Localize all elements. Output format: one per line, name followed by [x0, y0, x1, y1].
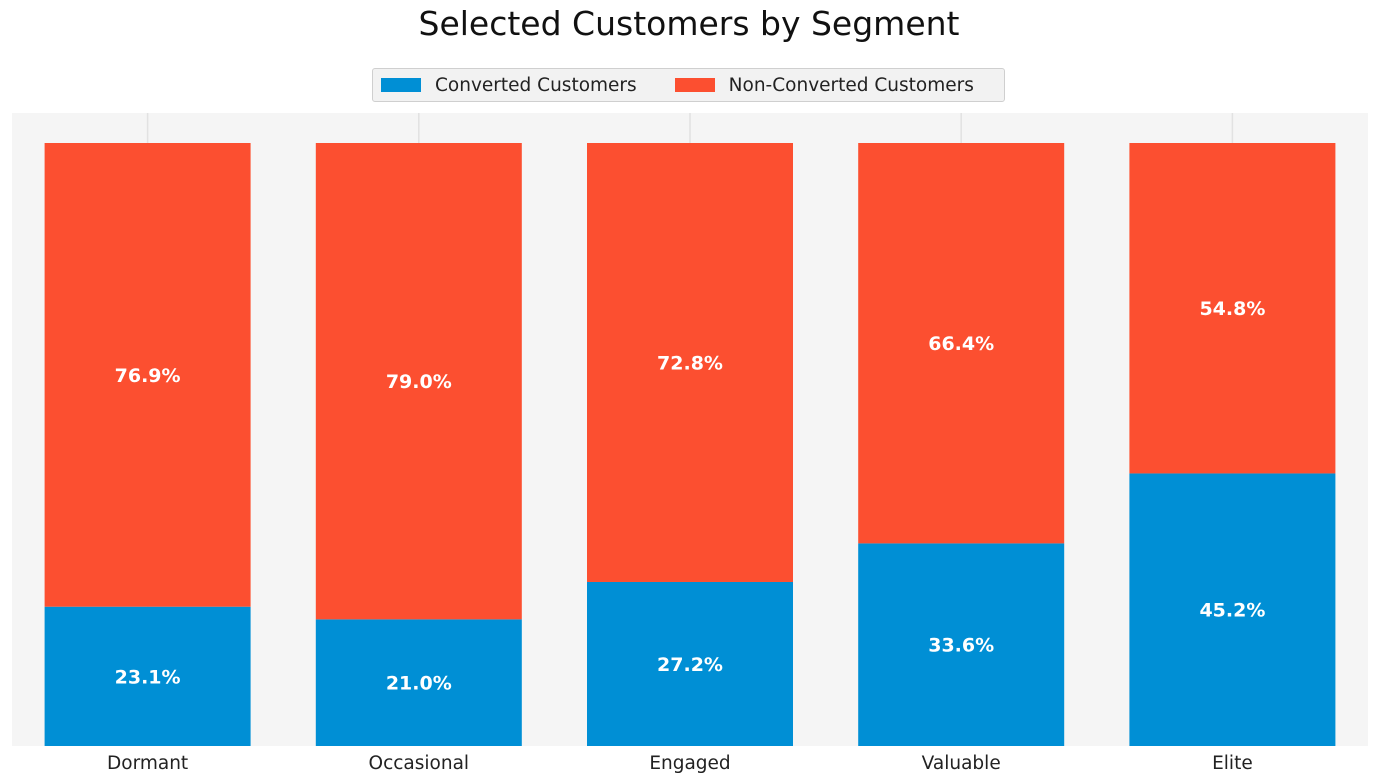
- bar-converted: [315, 619, 522, 746]
- x-tick-label: Engaged: [649, 753, 730, 774]
- legend-item-non-converted: Non-Converted Customers: [674, 74, 974, 96]
- bar-non-converted: [315, 143, 522, 620]
- legend-item-converted: Converted Customers: [381, 75, 637, 96]
- bar-value-label: 27.2%: [657, 654, 723, 676]
- bar-value-label: 72.8%: [657, 352, 723, 374]
- x-tick-label: Elite: [1212, 753, 1253, 774]
- bar-value-label: 66.4%: [928, 333, 994, 355]
- x-tick-label: Occasional: [369, 753, 470, 774]
- chart-title: Selected Customers by Segment: [418, 4, 960, 43]
- chart-legend: Converted Customers Non-Converted Custom…: [372, 68, 1005, 102]
- bar-value-label: 33.6%: [928, 635, 994, 657]
- legend-swatch-converted: [381, 78, 421, 92]
- bar-non-converted: [858, 143, 1065, 544]
- bar-non-converted: [1129, 143, 1336, 474]
- x-tick-label: Dormant: [107, 753, 188, 774]
- bar-value-label: 23.1%: [115, 666, 181, 688]
- bar-converted: [1129, 473, 1336, 746]
- legend-swatch-non-converted: [674, 78, 715, 92]
- legend-label-non-converted: Non-Converted Customers: [728, 74, 974, 96]
- bar-value-label: 21.0%: [386, 673, 452, 695]
- legend-label-converted: Converted Customers: [435, 74, 637, 96]
- bar-value-label: 45.2%: [1199, 600, 1265, 622]
- x-tick-label: Valuable: [922, 753, 1001, 774]
- bar-value-label: 76.9%: [115, 365, 181, 387]
- bar-value-label: 79.0%: [386, 371, 452, 393]
- bar-value-label: 54.8%: [1199, 298, 1265, 320]
- bar-converted: [587, 581, 793, 746]
- bar-converted: [858, 543, 1065, 746]
- bar-converted: [44, 606, 251, 746]
- bar-non-converted: [44, 143, 251, 607]
- bar-non-converted: [587, 143, 793, 582]
